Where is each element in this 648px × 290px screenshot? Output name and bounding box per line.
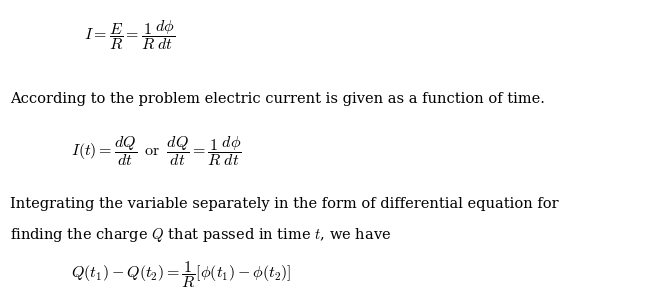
Text: finding the charge $Q$ that passed in time $t$, we have: finding the charge $Q$ that passed in ti… xyxy=(10,226,391,244)
Text: Integrating the variable separately in the form of differential equation for: Integrating the variable separately in t… xyxy=(10,197,559,211)
Text: $I = \dfrac{E}{R} = \dfrac{1}{R}\dfrac{d\phi}{dt}$: $I = \dfrac{E}{R} = \dfrac{1}{R}\dfrac{d… xyxy=(84,18,176,52)
Text: According to the problem electric current is given as a function of time.: According to the problem electric curren… xyxy=(10,92,544,106)
Text: $I(t) = \dfrac{dQ}{dt}\;\;\mathrm{or}\;\;\dfrac{dQ}{dt} = \dfrac{1}{R}\dfrac{d\p: $I(t) = \dfrac{dQ}{dt}\;\;\mathrm{or}\;\… xyxy=(71,134,242,168)
Text: $Q(t_1) - Q(t_2) = \dfrac{1}{R}\left[\phi(t_1) - \phi(t_2)\right]$: $Q(t_1) - Q(t_2) = \dfrac{1}{R}\left[\ph… xyxy=(71,259,292,289)
